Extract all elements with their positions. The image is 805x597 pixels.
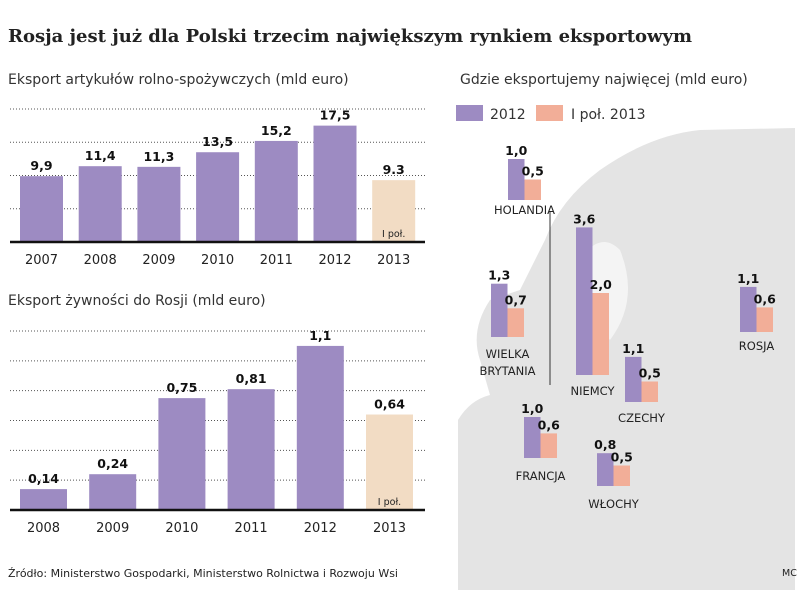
- page-title: Rosja jest już dla Polski trzecim najwię…: [8, 26, 692, 47]
- data-label: 13,5: [202, 134, 233, 149]
- data-label: 11,4: [85, 148, 116, 163]
- country-group: 1,0 0,5 HOLANDIA: [494, 143, 555, 217]
- bar-2012: [740, 286, 757, 332]
- data-label: 1,1: [622, 341, 644, 356]
- bar-2013: [524, 179, 541, 200]
- source-note: Źródło: Ministerstwo Gospodarki, Ministe…: [8, 567, 398, 580]
- data-label: 17,5: [320, 108, 351, 123]
- data-label: 1,3: [488, 268, 510, 283]
- data-label: 0,5: [639, 366, 661, 381]
- data-label: 0,7: [505, 292, 527, 307]
- x-tick-label: 2008: [84, 253, 117, 268]
- bar-2012: [524, 417, 541, 458]
- country-group: 1,00,6 FRANCJA: [516, 401, 566, 483]
- data-label: 0,6: [538, 417, 560, 432]
- country-group: 1,3 0,7 WIELKA BRYTANIA: [479, 268, 535, 378]
- bar-2008: [20, 489, 67, 510]
- bar-2008: [78, 166, 122, 242]
- bar-2012: [491, 283, 508, 337]
- chart1: 9,9 2007 11,4 2008 11,3 2009 13,5 2010 15,2 2011 1…: [10, 108, 425, 268]
- data-label: 0,6: [754, 291, 776, 306]
- x-tick-label: 2013: [373, 521, 406, 536]
- x-tick-label: 2011: [260, 253, 293, 268]
- data-label: 0,64: [374, 397, 405, 412]
- bar-2013: [592, 293, 609, 375]
- chart2: 0,14 2008 0,24 2009 0,75 2010 0,81 2011 1,1 2012 0…: [10, 328, 425, 536]
- data-label: 1,0: [505, 143, 527, 158]
- chart2-title: Eksport żywności do Rosji (mld euro): [8, 293, 266, 309]
- bar-2011: [254, 140, 298, 242]
- bar-2012: [625, 356, 642, 402]
- x-tick-label: 2011: [235, 521, 268, 536]
- data-label: 0,5: [611, 450, 633, 465]
- country-label: ROSJA: [739, 339, 775, 353]
- bar-2011: [227, 389, 275, 510]
- data-label: 0,5: [522, 164, 544, 179]
- x-tick-label: 2012: [318, 253, 351, 268]
- bar-2013: [507, 308, 524, 337]
- data-label: 2,0: [590, 277, 612, 292]
- bar-2013: [641, 381, 658, 402]
- country-label: WŁOCHY: [588, 497, 640, 511]
- country-group: 0,80,5 WŁOCHY: [588, 437, 640, 511]
- bar-2012: [296, 345, 344, 510]
- chart3-title: Gdzie eksportujemy najwięcej (mld euro): [460, 72, 748, 88]
- x-tick-label: 2013: [377, 253, 410, 268]
- country-label: CZECHY: [618, 411, 666, 425]
- bar-2012: [313, 125, 357, 242]
- partial-year-note: I poł.: [378, 497, 401, 508]
- bar-2013: [366, 414, 413, 510]
- data-label: 9,9: [30, 158, 52, 173]
- legend-swatch-2013: [536, 105, 563, 121]
- bar-2012: [508, 159, 525, 200]
- data-label: 0,75: [166, 380, 197, 395]
- country-label: NIEMCY: [570, 384, 615, 398]
- x-tick-label: 2008: [27, 521, 60, 536]
- bar-2009: [137, 166, 181, 242]
- data-label: 11,3: [143, 149, 174, 164]
- x-tick-label: 2009: [142, 253, 175, 268]
- legend-label: I poł. 2013: [571, 107, 646, 123]
- bar-2013: [756, 307, 773, 332]
- country-label: HOLANDIA: [494, 203, 555, 217]
- bar-2012: [576, 227, 593, 375]
- data-label: 1,1: [737, 271, 759, 286]
- data-label: 1,0: [521, 401, 543, 416]
- country-label: WIELKA: [486, 347, 530, 361]
- country-label: BRYTANIA: [479, 364, 535, 378]
- legend-swatch-2012: [456, 105, 483, 121]
- bar-2007: [20, 176, 63, 242]
- legend-label: 2012: [490, 107, 526, 123]
- data-label: 1,1: [309, 328, 331, 343]
- bar-2013: [613, 465, 630, 486]
- chart3: 2012 I poł. 2013 1,0 0,5 HOLANDIA 3,6 2,0 NIEMC…: [456, 105, 776, 511]
- bar-2013: [372, 180, 416, 242]
- country-group: 3,6 2,0 NIEMCY: [570, 211, 615, 398]
- credit: MC: [782, 568, 797, 579]
- x-tick-label: 2012: [304, 521, 337, 536]
- country-group: 1,1 0,6 ROSJA: [737, 271, 776, 353]
- data-label: 9.3: [383, 162, 405, 177]
- data-label: 0,8: [594, 437, 616, 452]
- partial-year-note: I poł.: [382, 229, 405, 240]
- bar-2013: [540, 433, 557, 458]
- bar-2009: [89, 474, 137, 510]
- bar-2010: [196, 152, 240, 242]
- x-tick-label: 2009: [96, 521, 129, 536]
- bar-2012: [597, 453, 614, 486]
- data-label: 0,14: [28, 471, 59, 486]
- data-label: 0,81: [236, 371, 267, 386]
- bar-2010: [158, 398, 206, 510]
- chart1-title: Eksport artykułów rolno-spożywczych (mld…: [8, 72, 349, 88]
- data-label: 3,6: [573, 211, 595, 226]
- x-tick-label: 2007: [25, 253, 58, 268]
- country-group: 1,1 0,5 CZECHY: [618, 341, 666, 425]
- country-label: FRANCJA: [516, 469, 566, 483]
- x-tick-label: 2010: [165, 521, 198, 536]
- x-tick-label: 2010: [201, 253, 234, 268]
- data-label: 15,2: [261, 123, 292, 138]
- data-label: 0,24: [97, 456, 128, 471]
